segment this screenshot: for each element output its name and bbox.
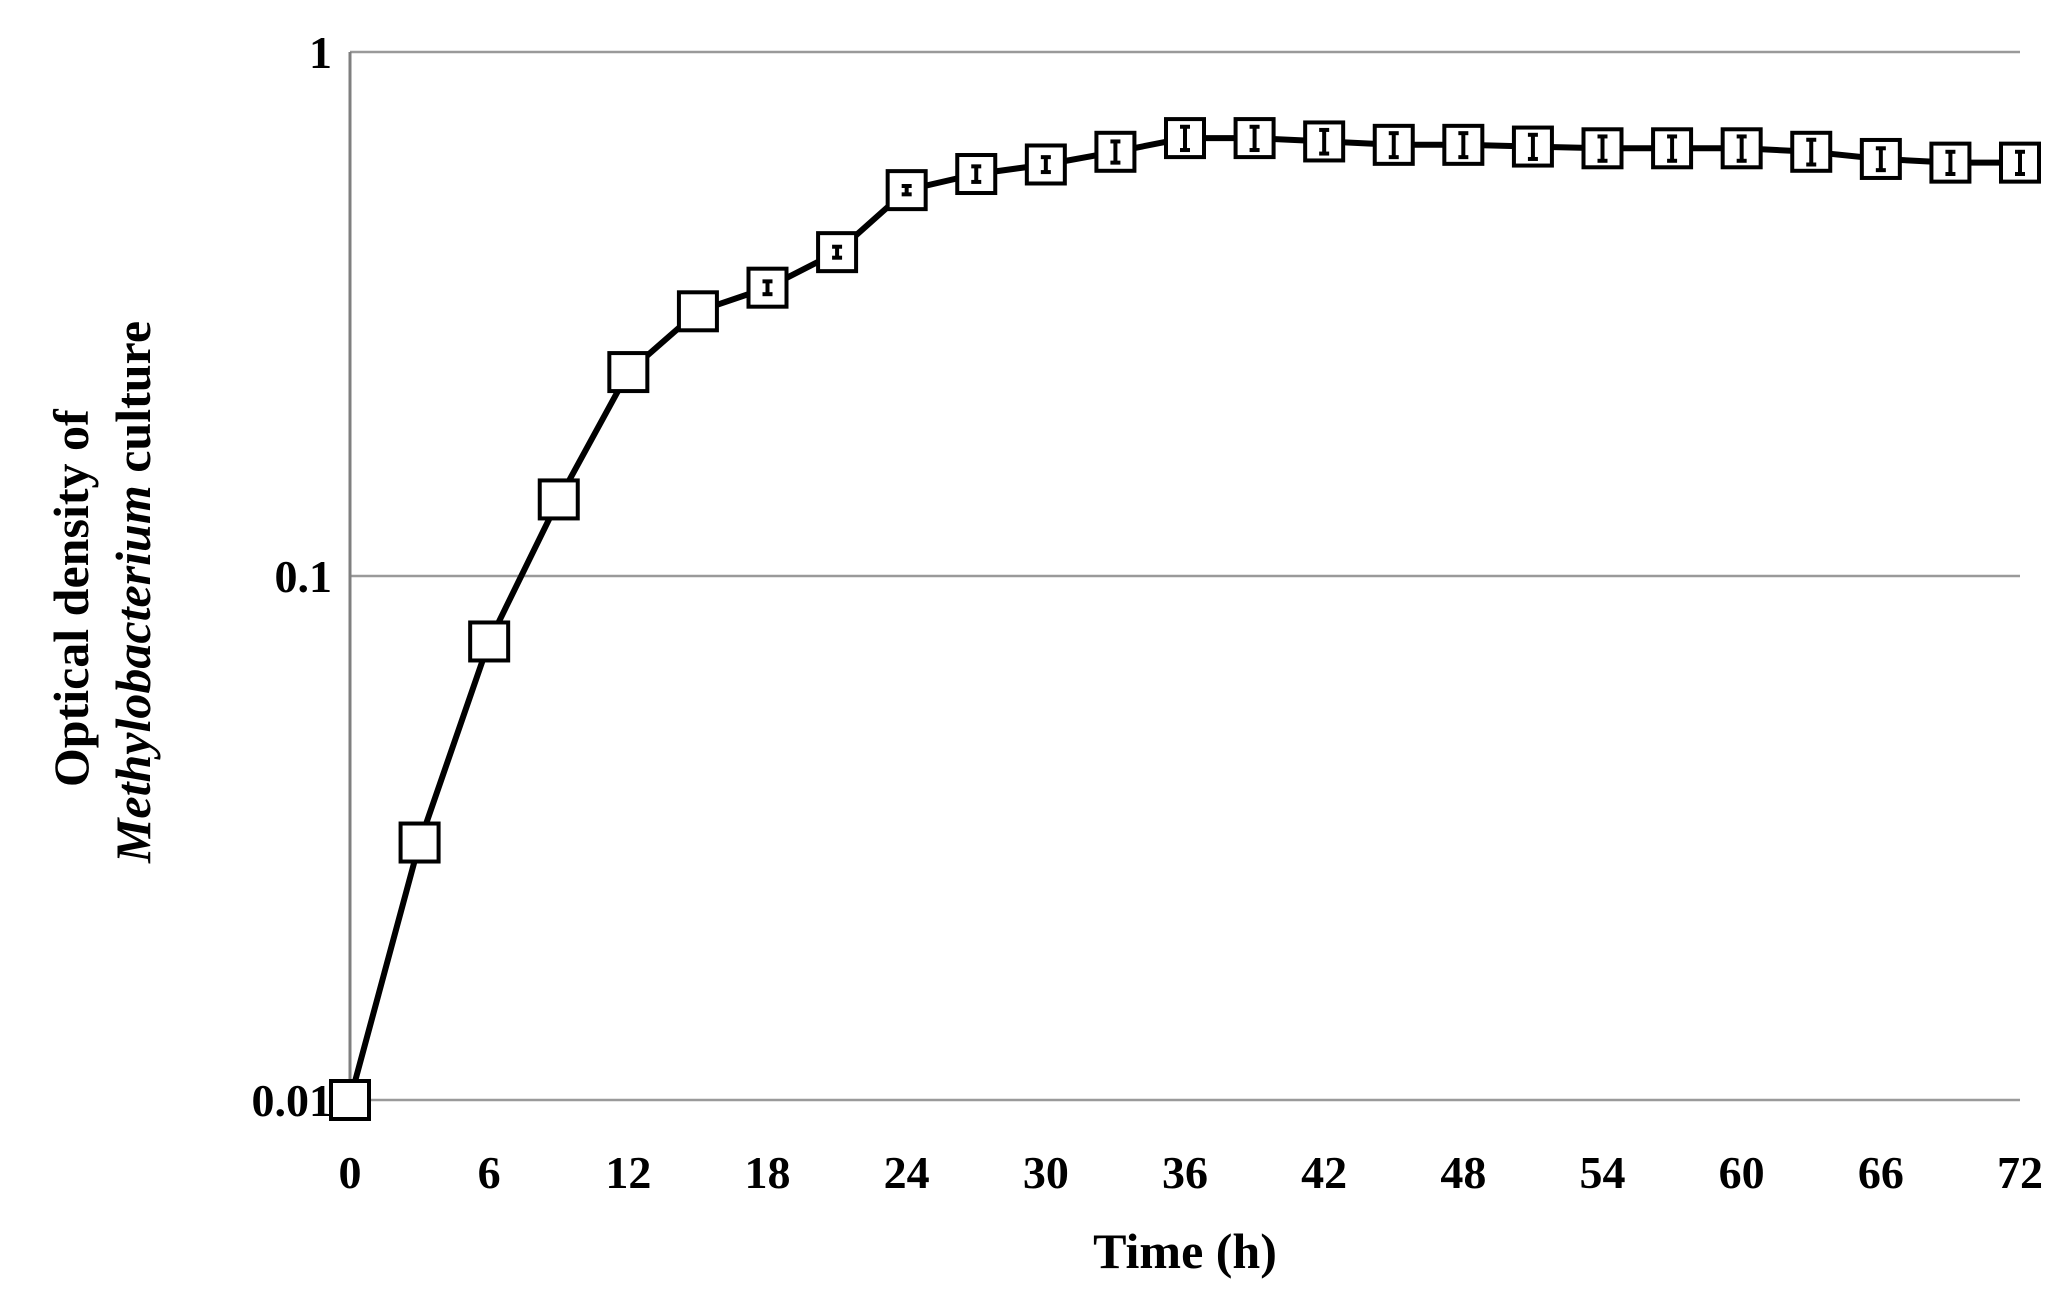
y-axis-title-organism: Methylobacterium: [105, 485, 161, 864]
data-point: [1164, 117, 1206, 160]
data-point: [1372, 123, 1415, 166]
data-point: [1303, 120, 1346, 163]
data-point: [1859, 137, 1902, 180]
data-point: [607, 351, 650, 394]
y-axis-title: Optical density of Methylobacterium cult…: [43, 321, 161, 864]
x-tick-label: 6: [478, 1147, 501, 1198]
data-point: [1581, 127, 1624, 170]
data-point-marker: [329, 1079, 371, 1121]
data-point: [398, 821, 441, 864]
x-tick-label: 66: [1858, 1147, 1904, 1198]
x-axis-title: Time (h): [1093, 1223, 1277, 1279]
data-point: [1233, 117, 1276, 160]
data-point: [1651, 127, 1694, 170]
data-point: [1442, 123, 1485, 166]
data-point: [676, 290, 719, 333]
data-point: [1094, 130, 1137, 173]
data-point: [1929, 141, 1972, 184]
data-point-marker: [398, 821, 441, 864]
x-tick-label: 72: [1997, 1147, 2043, 1198]
x-tick-label: 60: [1719, 1147, 1765, 1198]
y-axis-title-line2: Methylobacterium culture: [105, 321, 161, 864]
data-point: [816, 231, 859, 274]
x-tick-label: 36: [1162, 1147, 1208, 1198]
data-point-marker: [537, 478, 580, 521]
data-point-marker: [676, 290, 719, 333]
data-point-marker: [468, 620, 511, 663]
data-point: [1999, 141, 2041, 184]
x-tick-label: 48: [1440, 1147, 1486, 1198]
data-point: [329, 1079, 371, 1121]
data-points: [329, 117, 2041, 1121]
y-axis-title-line1: Optical density of: [43, 408, 99, 787]
data-point: [885, 169, 928, 212]
x-tick-labels: 0 6 12 18 24 30 36 42 48 54 60 66 72: [339, 1147, 2044, 1198]
y-tick-label: 0.1: [275, 551, 333, 602]
series-line: [347, 135, 2020, 1101]
y-tick-label: 0.01: [252, 1075, 333, 1126]
x-tick-label: 12: [605, 1147, 651, 1198]
data-point-marker: [607, 351, 650, 394]
x-tick-label: 18: [745, 1147, 791, 1198]
data-point: [1790, 130, 1833, 173]
data-point: [468, 620, 511, 663]
x-tick-label: 24: [884, 1147, 930, 1198]
data-point: [1024, 143, 1067, 186]
data-point: [1511, 125, 1554, 168]
data-point: [746, 266, 789, 309]
data-point: [955, 153, 998, 196]
data-point: [537, 478, 580, 521]
y-tick-labels: 0.01 0.1 1: [252, 27, 333, 1126]
y-tick-label: 1: [309, 27, 332, 78]
gridlines: [350, 50, 2020, 1102]
data-point: [1720, 127, 1763, 170]
x-tick-label: 0: [339, 1147, 362, 1198]
x-tick-label: 30: [1023, 1147, 1069, 1198]
x-tick-label: 54: [1580, 1147, 1626, 1198]
y-axis-title-suffix: culture: [105, 321, 161, 485]
x-tick-label: 42: [1301, 1147, 1347, 1198]
